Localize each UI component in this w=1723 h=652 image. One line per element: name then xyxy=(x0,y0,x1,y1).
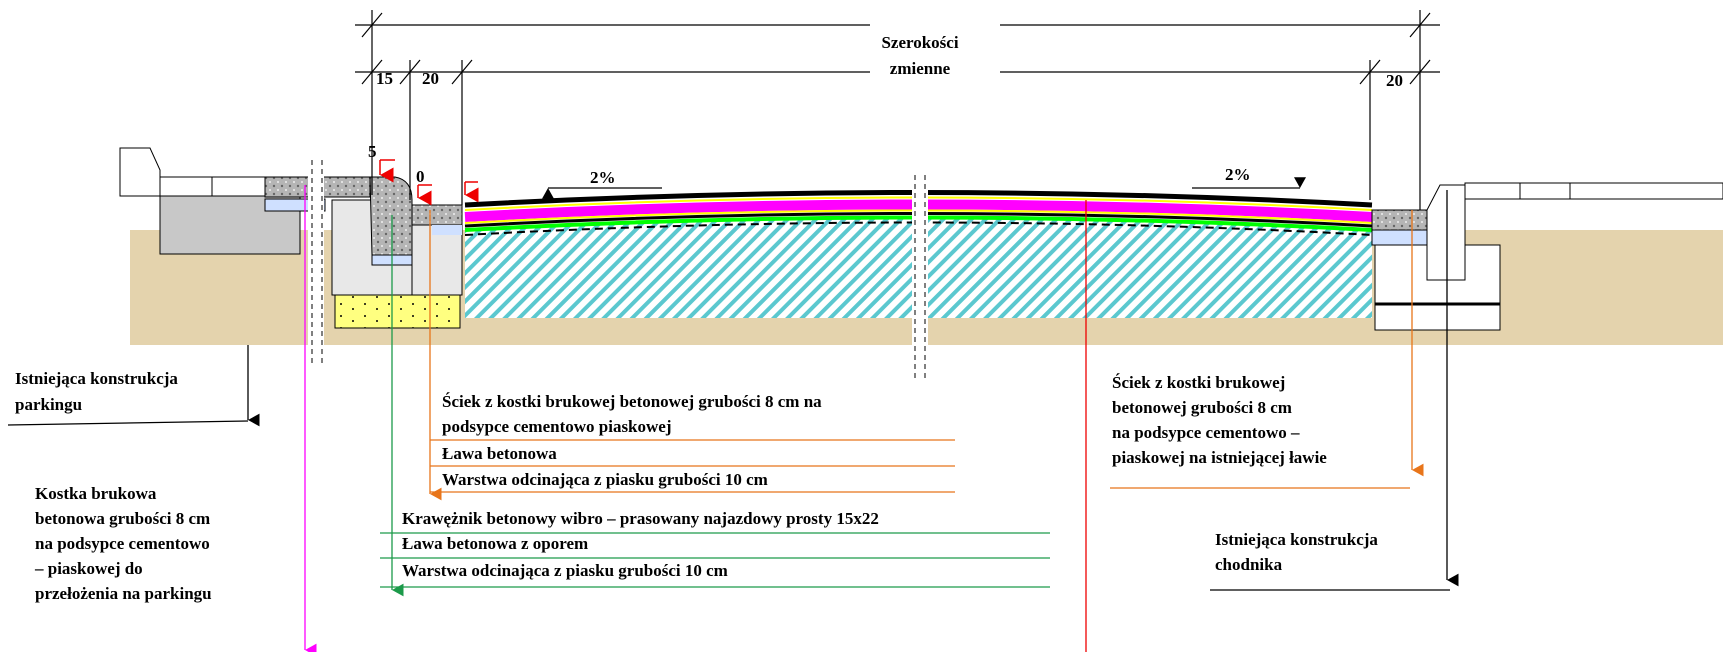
label: – piaskowej do xyxy=(34,559,143,578)
label: betonowa grubości 8 cm xyxy=(35,509,210,528)
label: Ściek z kostki brukowej betonowej gruboś… xyxy=(442,392,822,411)
label: Krawężnik betonowy wibro – prasowany naj… xyxy=(402,509,879,528)
label: na podsypce cementowo – xyxy=(1112,423,1300,442)
drawing xyxy=(7,10,1723,652)
label: Warstwa odcinająca z piasku grubości 10 … xyxy=(442,470,768,489)
label: Kostka brukowa xyxy=(35,484,157,503)
label: betonowej grubości 8 cm xyxy=(1112,398,1292,417)
leaders xyxy=(7,185,1459,652)
curb xyxy=(369,176,413,256)
label: przełożenia na parkingu xyxy=(35,584,212,603)
label: na podsypce cementowo xyxy=(35,534,210,553)
label: 20 xyxy=(422,69,439,88)
label: Istniejąca konstrukcja xyxy=(1215,530,1378,549)
label: Ściek z kostki brukowej xyxy=(1112,373,1285,392)
label: chodnika xyxy=(1215,555,1283,574)
curb-existing xyxy=(119,147,161,197)
curb-right xyxy=(1426,184,1466,281)
label: 2% xyxy=(1225,165,1251,184)
label: piaskowej na istniejącej ławie xyxy=(1112,448,1327,467)
label: 20 xyxy=(1386,71,1403,90)
label: Istniejąca konstrukcja xyxy=(15,369,178,388)
label: podsypce cementowo piaskowej xyxy=(442,417,672,436)
sand-layer xyxy=(334,294,461,329)
label: Ława betonowa xyxy=(442,444,557,463)
dimension-lines xyxy=(355,10,1440,210)
label: 0 xyxy=(416,167,425,186)
label: 2% xyxy=(590,168,616,187)
label: 15 xyxy=(376,69,393,88)
gutter-left xyxy=(411,204,463,226)
label: Szerokości xyxy=(881,33,958,52)
label: Warstwa odcinająca z piasku grubości 10 … xyxy=(402,561,728,580)
label: parkingu xyxy=(15,395,82,414)
label: 5 xyxy=(368,142,377,161)
gutter-right xyxy=(1371,209,1428,231)
label: zmienne xyxy=(890,59,951,78)
label: Ława betonowa z oporem xyxy=(402,534,588,553)
